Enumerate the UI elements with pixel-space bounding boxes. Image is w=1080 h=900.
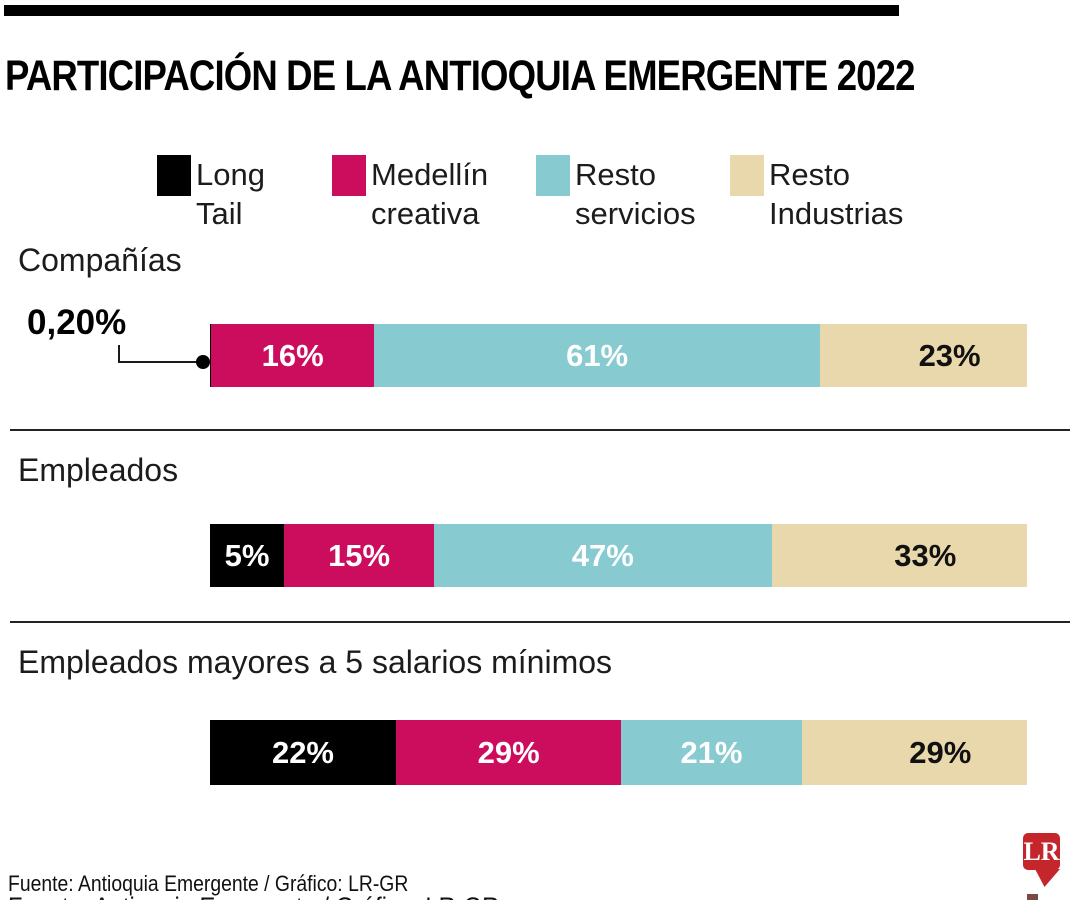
- annotation-connector-dot: [196, 355, 210, 369]
- bar-segment-resto-industrias: 23%: [820, 324, 1028, 387]
- bar-segment-value: 23%: [918, 337, 981, 373]
- cutoff-logo-fragment: [1027, 894, 1038, 900]
- legend-label-line1: Long: [196, 157, 265, 192]
- bar-segment-medell-n-creativa: 15%: [284, 524, 435, 587]
- stacked-bar-companias: 16% 61% 23%: [210, 324, 1028, 387]
- bar-segment-long-tail: [210, 324, 212, 387]
- bar-segment-value: 21%: [680, 734, 743, 770]
- stacked-bar-empleados: 5% 15% 47% 33%: [210, 524, 1027, 587]
- bar-segment-long-tail: 22%: [210, 720, 396, 785]
- legend-label-line2: creativa: [371, 196, 480, 231]
- bar-segment-resto-servicios: 61%: [374, 324, 821, 387]
- legend-item-resto-industrias: Resto Industrias: [730, 155, 903, 233]
- legend-swatch-resto-industrias: [730, 155, 764, 196]
- legend-label-resto-industrias: Resto Industrias: [769, 155, 903, 233]
- bar-segment-value: 33%: [894, 537, 957, 573]
- annotation-connector-vertical: [118, 345, 120, 363]
- bar-segment-value: 22%: [271, 734, 334, 770]
- legend-item-long-tail: Long Tail: [157, 155, 265, 233]
- legend-label-medellin-creativa: Medellín creativa: [371, 155, 488, 233]
- legend-label-line1: Resto: [769, 157, 850, 192]
- legend-label-long-tail: Long Tail: [196, 155, 265, 233]
- bar-segment-value: 61%: [566, 337, 629, 373]
- bar-segment-resto-servicios: 47%: [434, 524, 772, 587]
- category-label-empleados: Empleados: [18, 452, 179, 488]
- bar-segment-value: 47%: [571, 537, 634, 573]
- category-label-companias: Compañías: [18, 242, 182, 278]
- bar-segment-value: 29%: [909, 734, 972, 770]
- title-rule: [4, 5, 899, 16]
- legend-item-medellin-creativa: Medellín creativa: [332, 155, 488, 233]
- bar-segment-resto-industrias: 29%: [801, 720, 1028, 785]
- lr-logo-tail: [1035, 869, 1060, 887]
- bar-segment-long-tail: 5%: [210, 524, 285, 587]
- stacked-bar-empleados-mayores: 22% 29% 21% 29%: [210, 720, 1028, 785]
- legend-label-line2: Tail: [196, 196, 243, 231]
- source-credit: Fuente: Antioquia Emergente / Gráfico: L…: [8, 871, 409, 896]
- legend-label-line2: Industrias: [769, 196, 904, 231]
- legend-item-resto-servicios: Resto servicios: [536, 155, 696, 233]
- bar-segment-value: 29%: [477, 734, 540, 770]
- bar-segment-value: 15%: [328, 537, 391, 573]
- page-title: PARTICIPACIÓN DE LA ANTIOQUIA EMERGENTE …: [5, 51, 915, 100]
- legend-label-line1: Medellín: [371, 157, 489, 192]
- bar-segment-value: 5%: [224, 537, 270, 573]
- lr-logo: LR: [1023, 833, 1060, 887]
- category-label-empleados-mayores: Empleados mayores a 5 salarios mínimos: [18, 644, 613, 680]
- legend-label-resto-servicios: Resto servicios: [575, 155, 696, 233]
- cutoff-repeat-row: Fuente: Antioquia Emergente / Gráfico: L…: [8, 893, 768, 900]
- section-divider: [10, 621, 1070, 623]
- annotation-label-long-tail-value: 0,20%: [27, 303, 127, 342]
- bar-segment-resto-servicios: 21%: [621, 720, 802, 785]
- bar-segment-medell-n-creativa: 16%: [211, 324, 375, 387]
- bar-segment-medell-n-creativa: 29%: [395, 720, 622, 785]
- bar-segment-resto-industrias: 33%: [771, 524, 1027, 587]
- annotation-connector-horizontal: [118, 361, 198, 363]
- legend-swatch-medellin-creativa: [332, 155, 366, 196]
- lr-logo-text: LR: [1023, 836, 1060, 866]
- bar-segment-value: 16%: [261, 337, 324, 373]
- legend-label-line1: Resto: [575, 157, 656, 192]
- legend-swatch-resto-servicios: [536, 155, 570, 196]
- section-divider: [10, 429, 1070, 431]
- cutoff-repeat-text: Fuente: Antioquia Emergente / Gráfico: L…: [8, 893, 677, 900]
- lr-logo-bubble: LR: [1023, 833, 1060, 870]
- legend-swatch-long-tail: [157, 155, 191, 196]
- legend-label-line2: servicios: [575, 196, 696, 231]
